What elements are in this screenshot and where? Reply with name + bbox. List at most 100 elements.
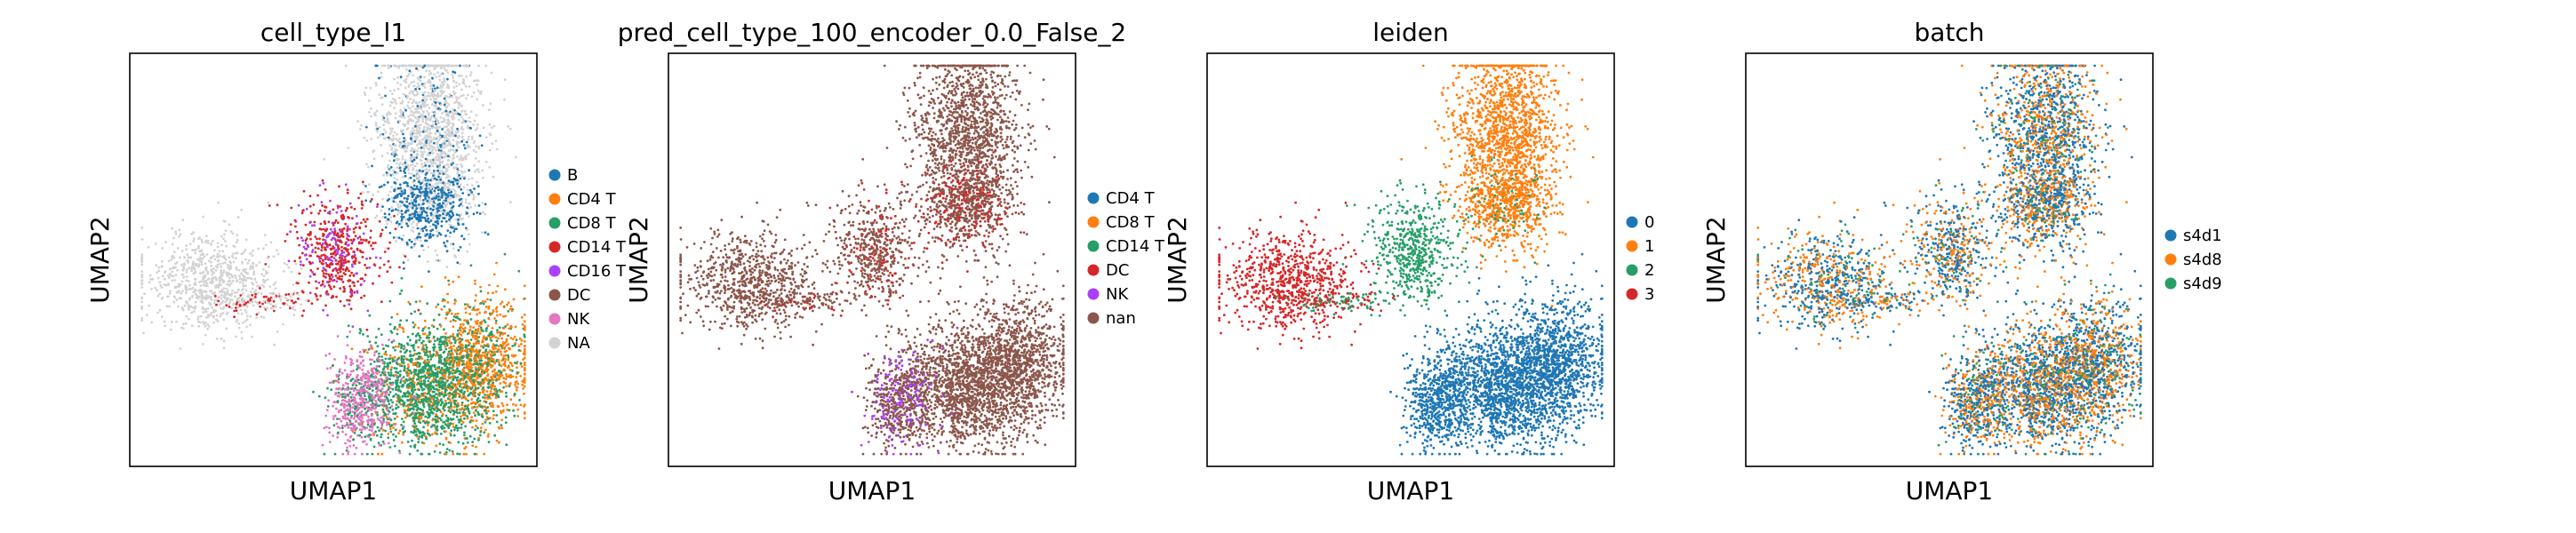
scatter-point [453, 86, 456, 89]
scatter-point [415, 196, 418, 199]
scatter-point [254, 290, 257, 293]
scatter-point [444, 340, 446, 343]
scatter-point [223, 234, 226, 236]
scatter-point [345, 268, 348, 271]
scatter-point [321, 246, 324, 249]
scatter-point [232, 303, 235, 306]
scatter-point [445, 145, 448, 147]
scatter-point [490, 134, 492, 137]
scatter-point [309, 231, 312, 234]
scatter-point [140, 274, 143, 276]
scatter-point [257, 248, 260, 251]
scatter-point [393, 155, 396, 157]
scatter-point [523, 333, 525, 336]
scatter-point [234, 274, 236, 277]
scatter-point [168, 259, 171, 262]
scatter-point [416, 154, 419, 156]
scatter-point [408, 172, 411, 175]
scatter-point [496, 310, 499, 313]
scatter-point [467, 390, 469, 393]
scatter-point [470, 318, 473, 321]
scatter-point [336, 211, 339, 214]
scatter-point [426, 207, 428, 210]
scatter-point [324, 210, 326, 212]
scatter-point [186, 268, 188, 271]
scatter-point [379, 126, 381, 129]
scatter-point [405, 222, 408, 225]
scatter-point [441, 187, 444, 189]
scatter-point [455, 179, 458, 182]
scatter-point [400, 76, 403, 78]
scatter-point [305, 224, 308, 227]
scatter-point [398, 163, 401, 166]
scatter-point [432, 174, 435, 177]
scatter-point [414, 323, 417, 326]
scatter-point [372, 248, 374, 251]
scatter-point [436, 221, 439, 224]
scatter-point [479, 134, 482, 137]
scatter-point [196, 318, 199, 321]
scatter-point [282, 323, 284, 326]
scatter-point [481, 231, 484, 234]
scatter-point [203, 277, 205, 280]
scatter-point [337, 272, 340, 274]
scatter-point [404, 159, 407, 162]
scatter-point [415, 94, 418, 97]
scatter-point [372, 194, 375, 196]
scatter-point [403, 216, 405, 219]
scatter-point [193, 310, 196, 313]
scatter-point [493, 125, 496, 128]
scatter-point [157, 277, 160, 280]
scatter-point [436, 217, 439, 219]
scatter-point [308, 282, 310, 284]
scatter-point [422, 210, 425, 212]
scatter-point [324, 262, 327, 265]
scatter-point [423, 195, 426, 197]
scatter-point [362, 191, 364, 194]
scatter-point [224, 294, 227, 297]
scatter-point [389, 90, 392, 92]
scatter-point [394, 144, 396, 147]
scatter-point [407, 107, 410, 109]
scatter-point [471, 138, 474, 140]
scatter-point [501, 301, 504, 304]
scatter-point [426, 110, 428, 113]
scatter-point [353, 262, 356, 265]
scatter-point [509, 362, 512, 364]
scatter-point [359, 250, 362, 252]
scatter-point [436, 137, 438, 139]
scatter-point [319, 210, 322, 212]
scatter-point [382, 174, 385, 177]
scatter-point [417, 105, 420, 107]
scatter-point [401, 221, 404, 224]
scatter-point [508, 310, 510, 313]
scatter-point [303, 190, 306, 193]
scatter-point [312, 203, 315, 206]
scatter-point [363, 280, 365, 282]
scatter-point [362, 180, 364, 183]
scatter-point [351, 264, 354, 266]
scatter-point [499, 326, 501, 329]
scatter-point [330, 248, 332, 251]
scatter-point [360, 124, 363, 127]
scatter-point [353, 227, 356, 230]
scatter-point [444, 212, 447, 215]
scatter-point [459, 75, 461, 77]
scatter-point [202, 311, 204, 314]
scatter-point [201, 241, 204, 243]
scatter-point [500, 426, 503, 429]
scatter-point [452, 149, 455, 152]
scatter-point [460, 155, 462, 157]
scatter-point [424, 162, 427, 164]
scatter-point [515, 326, 517, 329]
scatter-point [451, 96, 453, 99]
scatter-point [449, 211, 452, 213]
scatter-point [220, 235, 223, 238]
scatter-point [324, 268, 326, 271]
scatter-point [460, 178, 462, 180]
scatter-point [403, 267, 405, 270]
scatter-point [396, 138, 398, 140]
scatter-point [245, 311, 248, 314]
scatter-point [450, 148, 452, 151]
scatter-point [412, 105, 414, 107]
